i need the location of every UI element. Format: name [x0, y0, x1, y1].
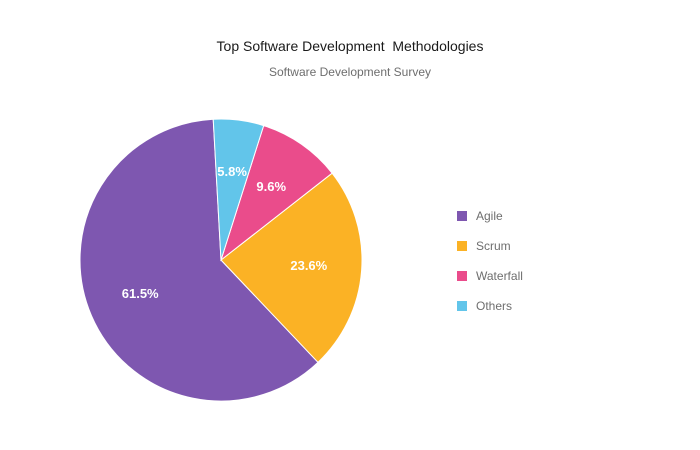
legend-swatch-scrum [457, 241, 467, 251]
legend-label-waterfall: Waterfall [476, 269, 523, 283]
legend: Agile Scrum Waterfall Others [457, 201, 523, 321]
legend-swatch-others [457, 301, 467, 311]
slice-label-waterfall: 9.6% [256, 179, 286, 194]
slice-label-agile: 61.5% [122, 286, 159, 301]
legend-swatch-waterfall [457, 271, 467, 281]
legend-label-scrum: Scrum [476, 239, 511, 253]
pie-slice-others[interactable] [212, 118, 265, 261]
legend-swatch-agile [457, 211, 467, 221]
legend-item-others[interactable]: Others [457, 291, 523, 321]
legend-item-waterfall[interactable]: Waterfall [457, 261, 523, 291]
pie-slice-waterfall[interactable] [220, 124, 333, 262]
slice-label-scrum: 23.6% [290, 258, 327, 273]
legend-item-agile[interactable]: Agile [457, 201, 523, 231]
chart-title: Top Software Development Methodologies [216, 38, 484, 54]
slice-label-others: 5.8% [217, 164, 247, 179]
pie-slice-scrum[interactable] [220, 172, 363, 364]
legend-item-scrum[interactable]: Scrum [457, 231, 523, 261]
legend-label-agile: Agile [476, 209, 503, 223]
legend-label-others: Others [476, 299, 513, 313]
chart-subtitle: Software Development Survey [268, 65, 432, 79]
pie-slice-agile[interactable] [79, 118, 319, 402]
